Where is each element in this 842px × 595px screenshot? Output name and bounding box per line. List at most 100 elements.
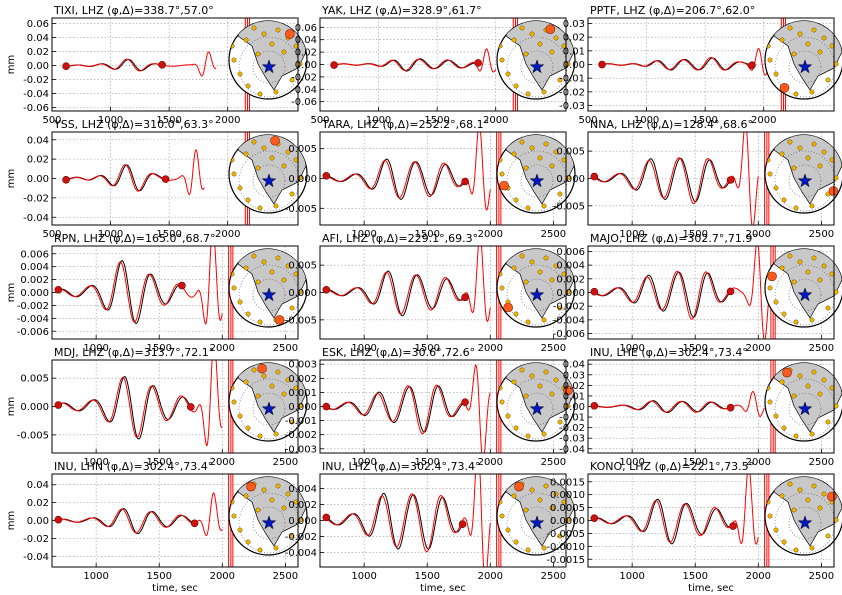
- selected-station: [782, 367, 792, 378]
- station-dot: [523, 393, 529, 399]
- distance-ring: [238, 36, 300, 98]
- station-dot: [245, 425, 251, 431]
- station-dot: [231, 399, 237, 405]
- station-dot: [289, 419, 295, 425]
- window-marker: [461, 398, 469, 406]
- station-dot: [809, 545, 815, 551]
- window-marker: [186, 403, 195, 411]
- station-dot: [523, 507, 529, 513]
- distance-ring: [238, 264, 300, 326]
- y-tick-label: -0.04: [23, 552, 49, 563]
- y-tick-label: 0.06: [27, 19, 49, 30]
- station-dot: [281, 277, 287, 283]
- y-tick-label: -0.06: [291, 97, 317, 108]
- station-dot: [805, 41, 811, 47]
- axes-frame: [319, 131, 567, 226]
- station-dot: [779, 265, 785, 271]
- station-dot: [257, 205, 263, 211]
- station-dot: [237, 185, 243, 191]
- station-dot: [537, 269, 543, 275]
- station-dot: [273, 203, 279, 209]
- station-dot: [511, 37, 517, 43]
- epicenter-star: [529, 515, 545, 530]
- distance-ring: [788, 278, 822, 312]
- x-tick-label: 1000: [619, 457, 644, 468]
- epicenter-star: [797, 173, 813, 188]
- x-tick-label: 1500: [683, 229, 708, 240]
- y-tick-label: -0.02: [559, 423, 585, 434]
- axes-frame: [319, 473, 567, 568]
- station-dot: [285, 491, 291, 497]
- x-tick-label: 1500: [147, 457, 172, 468]
- station-dot: [781, 197, 787, 203]
- x-tick-label: 1000: [619, 229, 644, 240]
- y-tick-label: 0.01: [563, 391, 585, 402]
- station-dot: [809, 89, 815, 95]
- station-dot: [543, 369, 549, 375]
- window-marker: [474, 59, 482, 67]
- y-tick-label: -0.006: [17, 327, 49, 338]
- y-tick-label: 0.004: [20, 262, 49, 273]
- station-dot: [269, 41, 275, 47]
- x-tick-label: 1500: [156, 229, 181, 240]
- distance-ring: [252, 278, 286, 312]
- panel-title: NNA, LHZ (φ,Δ)=128.4°,68.6°: [590, 118, 753, 131]
- globe-contents: [765, 21, 842, 98]
- x-tick-label: 1000: [351, 229, 376, 240]
- panel-title: RPN, LHZ (φ,Δ)=165.0°,68.7°: [54, 232, 216, 245]
- station-dot: [261, 31, 267, 37]
- x-tick-label: 1000: [619, 571, 644, 582]
- window-marker: [748, 61, 756, 70]
- panel-title: ESK, LHZ (φ,Δ)=30.6°,72.6°: [322, 346, 475, 359]
- station-dot: [269, 383, 275, 389]
- y-tick-label: 0.000: [20, 402, 49, 413]
- y-tick-label: 0.002: [288, 500, 317, 511]
- x-tick-label: 1000: [83, 571, 108, 582]
- x-tick-label: 2500: [809, 571, 834, 582]
- epicenter-star: [261, 287, 277, 302]
- station-dot: [513, 83, 519, 89]
- y-tick-label: -0.0010: [546, 542, 585, 553]
- station-dot: [805, 383, 811, 389]
- y-tick-label: 0.003: [288, 360, 317, 371]
- x-tick-label: 1000: [351, 343, 376, 354]
- station-dot: [513, 197, 519, 203]
- station-dot: [553, 263, 559, 269]
- y-tick-label: -0.001: [285, 416, 317, 427]
- station-dot: [805, 497, 811, 503]
- epicenter-star: [797, 59, 813, 74]
- station-dot: [243, 151, 249, 157]
- x-tick-label: 2000: [478, 457, 503, 468]
- station-dot: [543, 483, 549, 489]
- x-axis-label: time, sec: [152, 583, 198, 594]
- map-inset: [764, 134, 842, 214]
- selected-station: [246, 481, 256, 492]
- x-tick-label: 1000: [351, 457, 376, 468]
- station-dot: [553, 377, 559, 383]
- synthetic-trace: [58, 360, 223, 447]
- y-tick-label: 0.02: [27, 47, 49, 58]
- station-dot: [499, 513, 505, 519]
- window-marker: [590, 401, 599, 410]
- y-tick-label: 0.04: [27, 480, 49, 491]
- epicenter-star: [797, 515, 813, 530]
- epicenter-star: [261, 59, 277, 74]
- y-tick-label: -0.01: [559, 413, 585, 424]
- x-tick-label: 2000: [478, 229, 503, 240]
- y-tick-label: 0.04: [563, 360, 585, 371]
- station-dot: [281, 391, 287, 397]
- x-tick-label: 1500: [415, 343, 440, 354]
- station-dot: [791, 393, 797, 399]
- y-tick-label: -0.0015: [546, 555, 585, 566]
- panel-2: 0.03 0.02 0.01 0.00 -0.01 -0.02 -0.03 500 1000 15…: [559, 4, 842, 126]
- station-dot: [767, 513, 773, 519]
- station-dot: [499, 285, 505, 291]
- station-dot: [779, 151, 785, 157]
- station-dot: [541, 545, 547, 551]
- station-dot: [781, 425, 787, 431]
- station-dot: [275, 27, 281, 33]
- synthetic-trace: [66, 51, 217, 77]
- axes-frame: [51, 359, 299, 454]
- y-tick-label: 0.00: [563, 402, 585, 413]
- station-dot: [773, 185, 779, 191]
